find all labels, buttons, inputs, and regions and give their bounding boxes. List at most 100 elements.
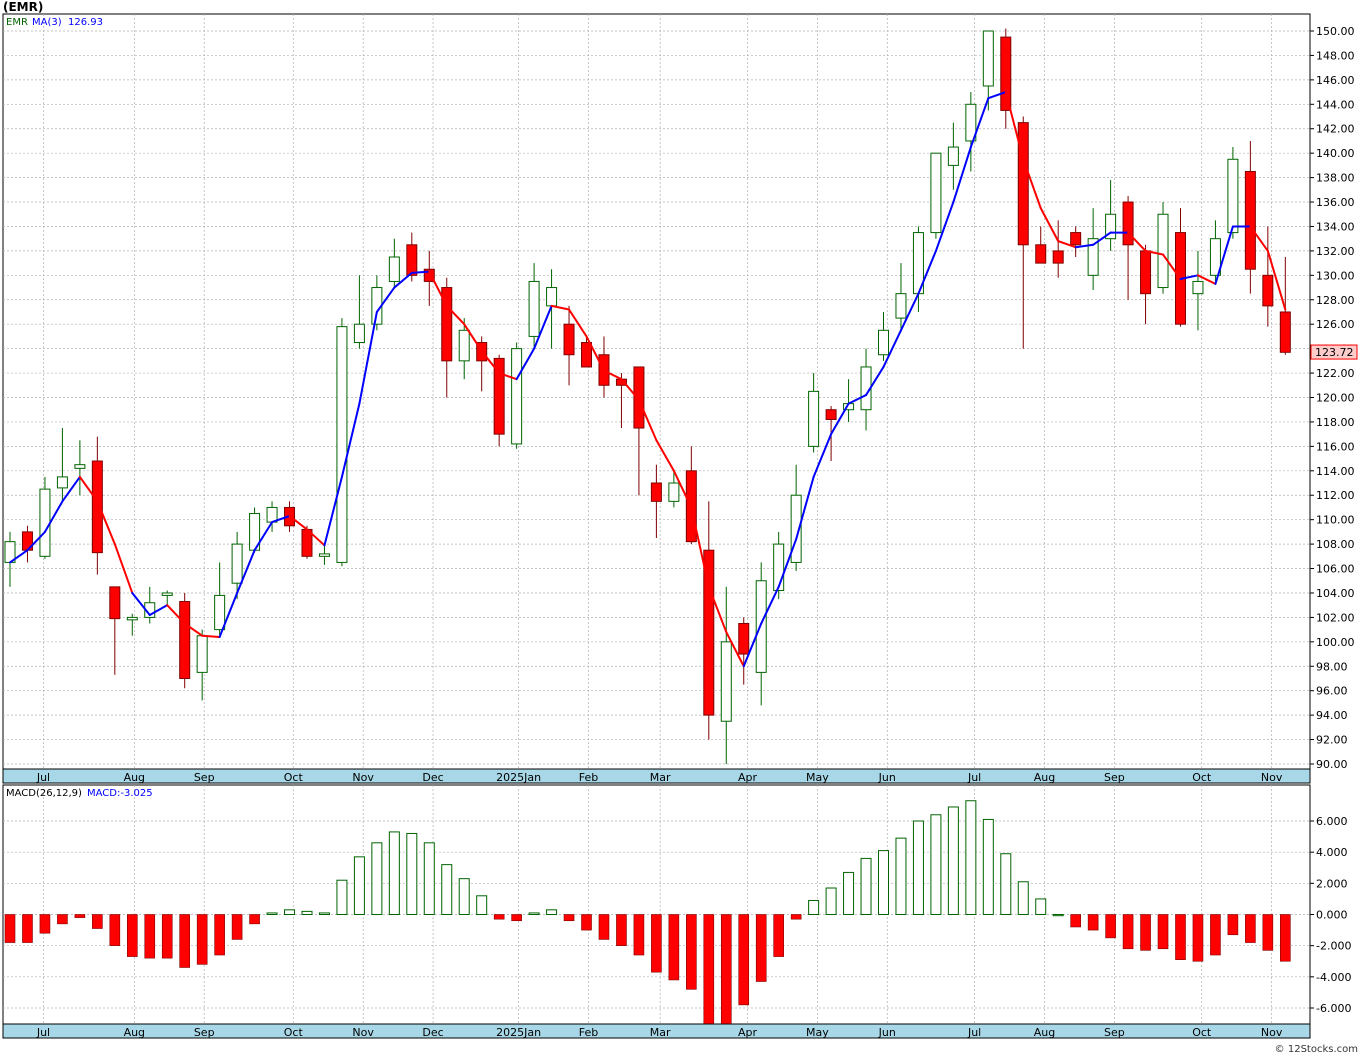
macd-bar [947,806,959,915]
macd-tick-label: 6.000 [1316,815,1348,828]
macd-tick-label: 0.000 [1316,909,1348,922]
ma-segment [1004,91,1025,161]
price-month-label: Feb [579,771,598,784]
candle [790,464,802,571]
macd-bar [388,831,400,915]
price-tick-label: 116.00 [1316,440,1355,453]
ma-segment [236,549,256,594]
candle [563,305,575,386]
macd-bar [895,837,907,915]
candle [214,562,226,636]
candle-body [56,476,68,489]
macd-bar [406,832,418,916]
candle [1244,140,1256,294]
price-month-label: Oct [1192,771,1212,784]
macd-bar [511,914,522,922]
price-tick-label: 144.00 [1316,98,1355,111]
macd-bar [109,914,121,946]
candle [1105,180,1117,251]
candle-body [423,268,435,282]
macd-bar [144,914,156,959]
ma-segment [78,475,99,503]
candles [4,28,1291,764]
candle [161,590,173,606]
chart-title: (EMR) [3,0,43,14]
macd-bar [161,914,173,959]
macd-bar [563,914,575,922]
price-tick-label: 146.00 [1316,74,1355,87]
ma-segment [9,549,29,564]
macd-bar [266,912,278,915]
candle [336,318,348,567]
macd-bar [930,814,942,915]
ma-segment [253,521,274,552]
candle-body [1192,280,1204,295]
macd-bar [616,914,627,946]
macd-bar [493,914,505,920]
macd-bar [1070,914,1081,928]
candle [1209,220,1221,282]
candle [231,531,243,600]
ma-segment [987,91,1007,100]
ma-segment [602,369,623,381]
macd-month-label: Nov [1261,1026,1283,1039]
ma-segment [183,622,204,637]
candle [650,464,662,538]
candle [109,586,121,675]
candle [1017,116,1029,349]
price-tick-label: 126.00 [1316,318,1355,331]
ma-segment [812,433,833,478]
ma-segment [1057,240,1077,249]
ma-segment [218,591,239,638]
candle-body [458,329,470,362]
candle-body [703,549,715,716]
ma-segment [1144,249,1165,256]
macd-month-label: Oct [1192,1026,1212,1039]
macd-bar [22,914,33,943]
candle [318,544,330,565]
ma-segment [96,500,116,546]
ma-segment [672,469,693,509]
macd-bar [1105,914,1116,939]
ma-segment [742,622,763,668]
macd-bar [1245,914,1256,943]
ma-segment [305,528,326,547]
ma-segment [1179,274,1199,280]
ma-segment [358,310,378,405]
price-month-label: Mar [650,771,671,784]
candle-body [1087,238,1099,276]
price-panel [2,13,1311,770]
candle-body [878,329,889,356]
candle-body [720,641,732,722]
price-tick-label: 102.00 [1316,611,1355,624]
macd-bar [878,850,889,916]
macd-tick-label: -2.000 [1316,940,1351,953]
macd-bar [1122,914,1134,950]
candle [1262,226,1274,327]
macd-bars [4,800,1291,1024]
ma-segment [131,591,151,616]
price-tick-label: 100.00 [1316,636,1355,649]
macd-month-label: Sep [1104,1026,1125,1039]
candle [703,501,715,740]
candle [1122,195,1134,300]
macd-bar [860,857,872,916]
candle [179,592,191,689]
macd-bar [126,914,138,957]
macd-month-label: 2025Jan [496,1026,541,1039]
macd-bar [441,864,453,916]
candle [441,277,453,398]
ma-segment [288,515,308,531]
macd-tick-label: -4.000 [1316,971,1351,984]
candle-body [1209,238,1221,276]
macd-bar [720,914,732,1024]
candle-body [109,586,121,620]
price-month-label: Aug [1034,771,1055,784]
macd-legend-value: MACD:-3.025 [87,788,153,799]
candle [720,586,732,764]
candle [738,617,750,685]
macd-date-axis [2,1023,1311,1039]
macd-bar [912,820,924,915]
ma-segment [1022,158,1042,210]
candle-body [895,293,907,319]
